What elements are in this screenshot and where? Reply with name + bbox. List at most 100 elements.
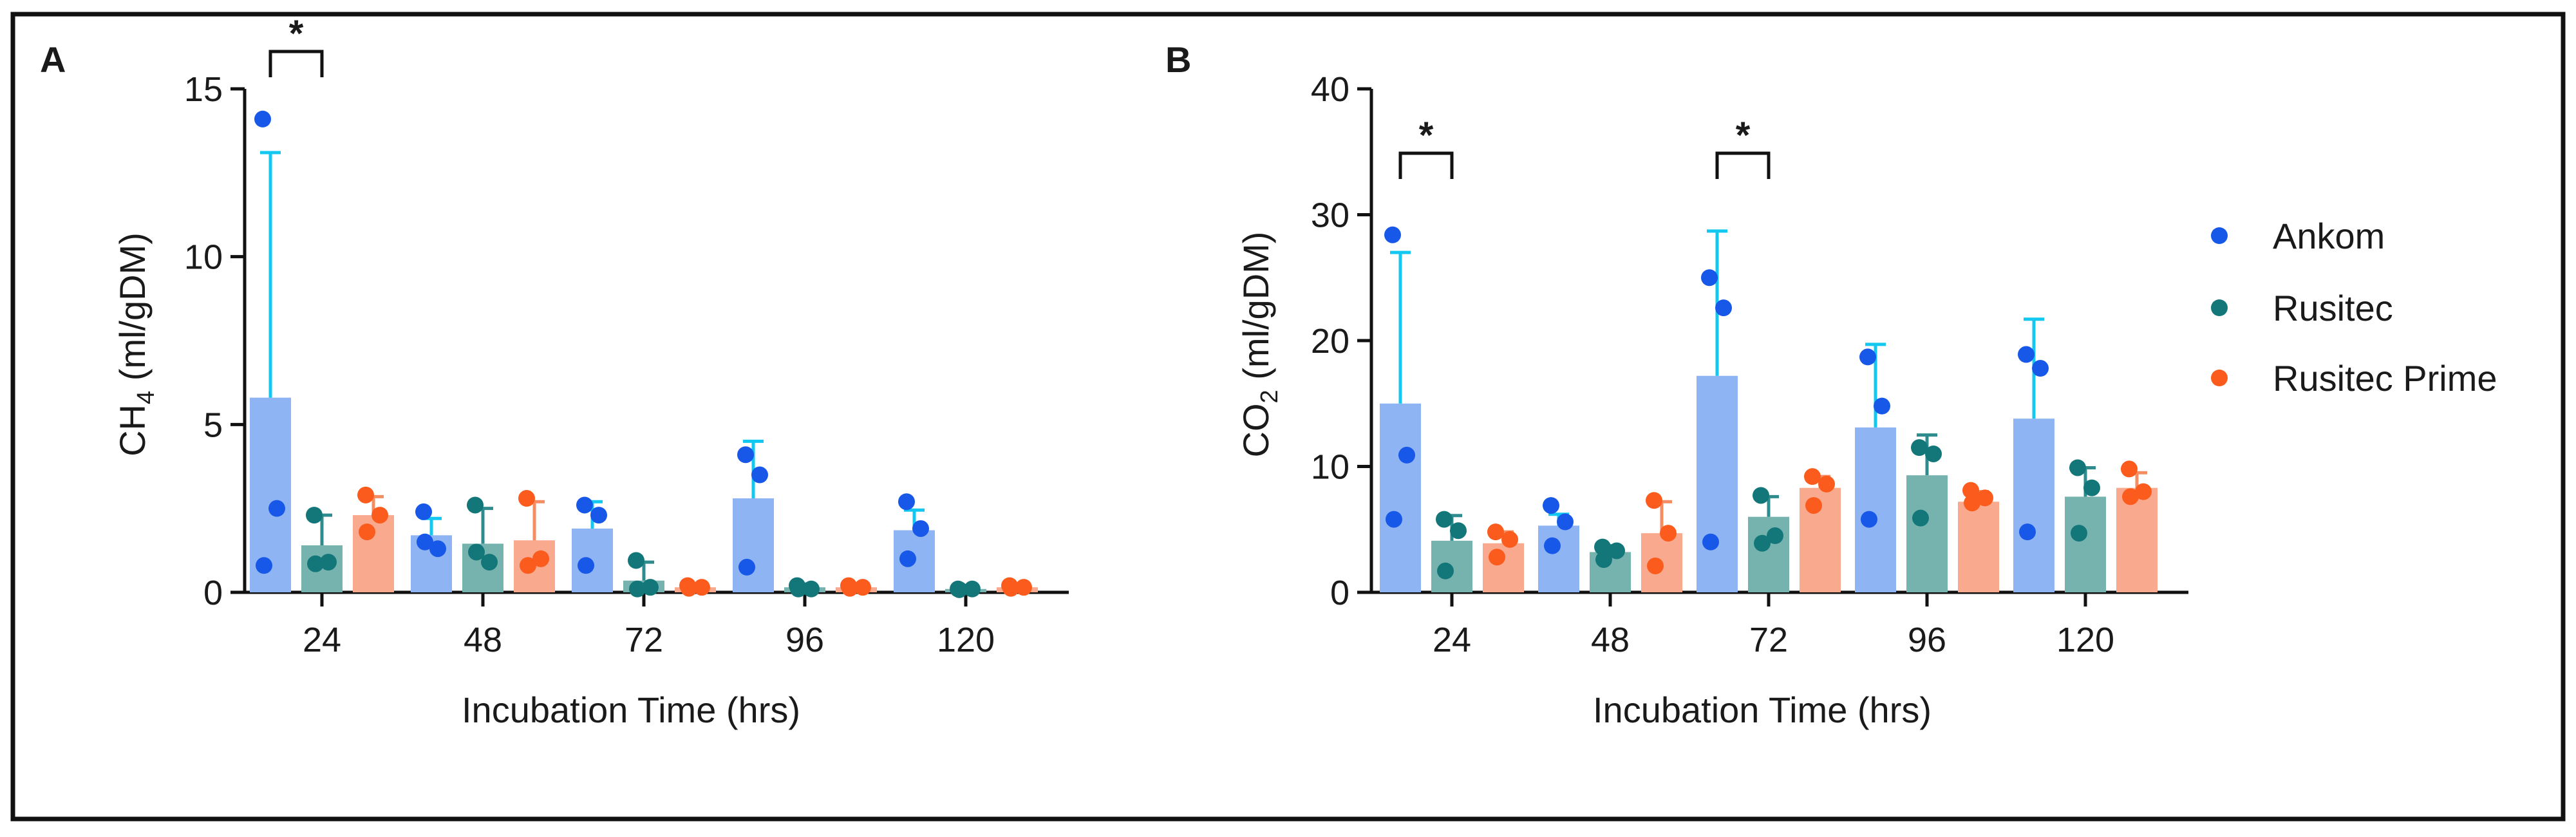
panel-a-point-rusitec-prime-24 xyxy=(359,523,375,541)
panel-b-point-ankom-24 xyxy=(1386,511,1402,528)
panel-b-point-rusitec-120 xyxy=(2083,479,2100,496)
panel-a-significance-label: * xyxy=(289,13,304,55)
panel-a-point-ankom-48 xyxy=(429,540,446,558)
legend-label-rusitec: Rusitec xyxy=(2273,288,2393,328)
panel-b-x-axis-label: Incubation Time (hrs) xyxy=(1593,690,1932,730)
panel-a-point-ankom-72 xyxy=(576,496,593,514)
panel-b-point-rusitec-72 xyxy=(1767,527,1783,545)
panel-a-point-ankom-96 xyxy=(737,446,754,464)
panel-b-point-rusitec-96 xyxy=(1912,509,1929,527)
panel-b-point-rusitec-96 xyxy=(1911,439,1928,456)
panel-b-x-tick-label-96: 96 xyxy=(1908,621,1946,659)
panel-b-bar-ankom-96 xyxy=(1855,427,1896,592)
panel-b-point-ankom-120 xyxy=(2018,346,2035,363)
panel-a-point-rusitec-48 xyxy=(481,554,498,571)
legend: Ankom Rusitec Rusitec Prime xyxy=(2211,216,2497,399)
legend-marker-ankom xyxy=(2211,227,2228,244)
panel-b-y-axis-label-unit: (ml/gDM) xyxy=(1236,232,1276,390)
panel-b-point-rusitec-prime-48 xyxy=(1647,557,1664,574)
panel-b-point-ankom-120 xyxy=(2032,360,2049,377)
panel-a-point-rusitec-prime-48 xyxy=(518,490,535,507)
panel-a-point-ankom-96 xyxy=(751,466,768,484)
panel-b-bar-ankom-72 xyxy=(1697,375,1738,592)
panel-b-y-axis-label: CO2 (ml/gDM) xyxy=(1236,232,1283,458)
panel-a-y-axis-label-main: CH xyxy=(112,404,153,456)
panel-a-point-rusitec-48 xyxy=(467,496,484,514)
panel-a-point-ankom-24 xyxy=(268,500,285,517)
panel-b-point-rusitec-72 xyxy=(1754,534,1771,552)
panel-a-x-tick-label-96: 96 xyxy=(785,621,824,659)
panel-b-bar-ankom-48 xyxy=(1538,525,1579,592)
panel-b-point-ankom-72 xyxy=(1702,533,1719,550)
panel-a-point-ankom-48 xyxy=(415,503,432,520)
panel-a-x-tick-label-72: 72 xyxy=(625,621,663,659)
panel-b-x-tick-label-48: 48 xyxy=(1591,621,1630,659)
panel-a-point-rusitec-120 xyxy=(964,580,981,597)
panel-b-point-ankom-120 xyxy=(2019,523,2036,541)
panel-b-point-ankom-96 xyxy=(1859,348,1876,366)
panel-b-point-rusitec-prime-48 xyxy=(1660,525,1677,542)
panel-b-point-ankom-72 xyxy=(1715,299,1732,317)
panel-b-x-tick-label-24: 24 xyxy=(1433,621,1471,659)
panel-b-point-rusitec-prime-72 xyxy=(1804,468,1821,485)
panel-b-significance-bracket xyxy=(1715,151,1771,179)
panel-b: B CO2 (ml/gDM) Incubation Time (hrs) 0 10… xyxy=(1165,39,2188,730)
panel-a-point-ankom-120 xyxy=(899,550,916,567)
panel-b-y-axis-label-subscript: 2 xyxy=(1256,390,1283,403)
panel-a-point-ankom-24 xyxy=(256,557,272,574)
panel-b-x-tick-label-72: 72 xyxy=(1749,621,1788,659)
panel-a-point-rusitec-prime-120 xyxy=(1002,579,1019,597)
panel-b-point-rusitec-prime-24 xyxy=(1489,549,1505,566)
legend-label-ankom: Ankom xyxy=(2273,216,2385,256)
panel-a-point-rusitec-prime-72 xyxy=(681,579,697,597)
panel-a-point-rusitec-prime-24 xyxy=(371,507,388,524)
panel-a-point-rusitec-prime-96 xyxy=(854,579,871,596)
panel-a-point-rusitec-24 xyxy=(307,555,324,572)
panel-b-point-rusitec-120 xyxy=(2071,525,2087,542)
panel-a-y-tick-label: 10 xyxy=(184,238,223,277)
panel-a-point-rusitec-prime-48 xyxy=(520,557,536,574)
panel-b-point-rusitec-48 xyxy=(1595,551,1612,569)
panel-b-point-rusitec-48 xyxy=(1608,542,1625,560)
panel-a-bar-ankom-96 xyxy=(733,498,774,592)
panel-a-label: A xyxy=(40,39,66,80)
panel-b-point-rusitec-72 xyxy=(1753,487,1769,504)
panel-b-point-ankom-72 xyxy=(1701,269,1718,287)
panel-a-point-ankom-96 xyxy=(738,558,755,576)
panel-b-significance-label: * xyxy=(1419,115,1434,156)
panel-b-point-ankom-48 xyxy=(1557,513,1574,531)
panel-b-bar-rusitec-prime-120 xyxy=(2116,487,2158,592)
panel-a-y-axis-label: CH4 (ml/gDM) xyxy=(112,232,160,456)
panel-a-point-rusitec-120 xyxy=(951,581,968,598)
panel-b-point-rusitec-24 xyxy=(1437,562,1454,579)
panel-b-point-rusitec-24 xyxy=(1436,511,1453,528)
panel-b-point-rusitec-48 xyxy=(1594,538,1611,556)
panel-a-point-ankom-72 xyxy=(590,507,607,524)
panel-b-bar-rusitec-120 xyxy=(2065,496,2106,592)
panel-b-point-rusitec-prime-72 xyxy=(1818,475,1835,493)
panel-b-bar-ankom-24 xyxy=(1380,403,1421,592)
panel-b-point-ankom-24 xyxy=(1384,226,1401,243)
panel-b-y-tick-label: 30 xyxy=(1311,196,1349,235)
panel-b-point-rusitec-prime-72 xyxy=(1805,497,1822,514)
panel-b-point-ankom-24 xyxy=(1398,446,1415,464)
panel-a-x-tick-label-24: 24 xyxy=(303,621,341,659)
panel-b-point-rusitec-prime-120 xyxy=(2121,460,2138,478)
panel-b-point-ankom-96 xyxy=(1861,511,1877,528)
panel-b-y-tick-label: 20 xyxy=(1311,322,1349,361)
panel-a-point-rusitec-96 xyxy=(790,580,807,597)
panel-a-x-tick-label-48: 48 xyxy=(464,621,502,659)
panel-b-point-rusitec-prime-120 xyxy=(2122,488,2139,505)
panel-a-point-rusitec-72 xyxy=(642,579,659,596)
panel-a-point-ankom-72 xyxy=(578,557,594,574)
legend-label-rusitec-prime: Rusitec Prime xyxy=(2273,358,2497,399)
panel-a-y-axis-label-subscript: 4 xyxy=(133,391,160,404)
panel-a-point-rusitec-prime-96 xyxy=(841,579,858,597)
panel-b-x-tick-label-120: 120 xyxy=(2056,621,2114,659)
panel-b-bar-rusitec-prime-96 xyxy=(1958,502,1999,592)
panel-a-point-rusitec-72 xyxy=(629,580,646,597)
panel-b-point-rusitec-prime-48 xyxy=(1646,492,1662,509)
figure-border xyxy=(10,12,2566,822)
panel-b-y-tick-label: 10 xyxy=(1311,448,1349,487)
